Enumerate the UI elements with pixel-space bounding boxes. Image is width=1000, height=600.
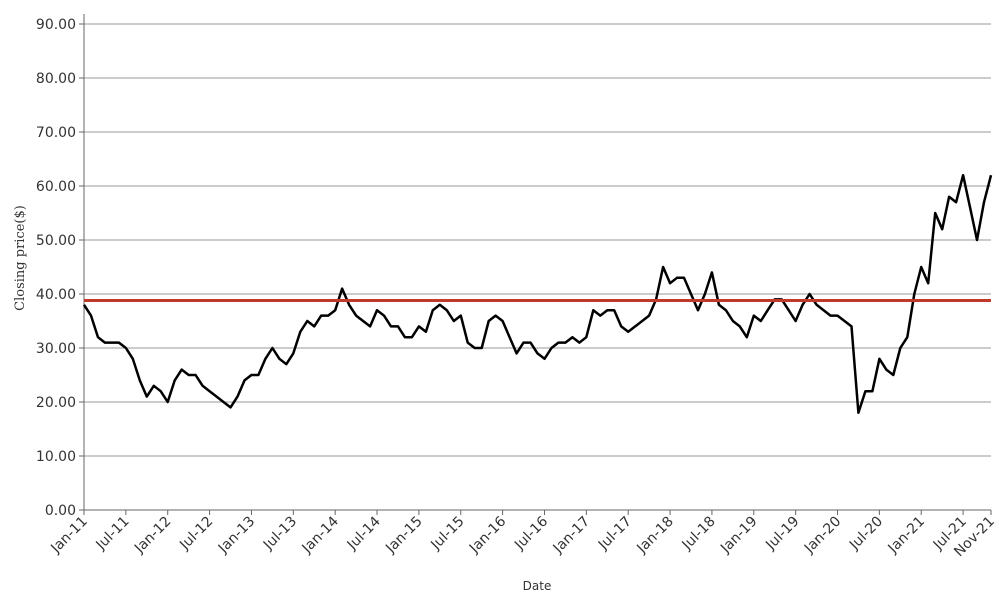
y-tick-label: 40.00 [36, 287, 76, 303]
y-tick-label: 80.00 [36, 71, 76, 87]
y-tick-label: 50.00 [36, 233, 76, 249]
y-tick-label: 60.00 [36, 179, 76, 195]
y-tick-label: 70.00 [36, 125, 76, 141]
y-tick-label: 0.00 [45, 503, 76, 519]
y-axis-label: Closing price($) [13, 205, 28, 311]
y-tick-label: 90.00 [36, 17, 76, 33]
y-tick-label: 10.00 [36, 449, 76, 465]
x-axis-label: Date [523, 579, 552, 593]
y-tick-label: 30.00 [36, 341, 76, 357]
y-tick-label: 20.00 [36, 395, 76, 411]
price-line [82, 173, 993, 415]
